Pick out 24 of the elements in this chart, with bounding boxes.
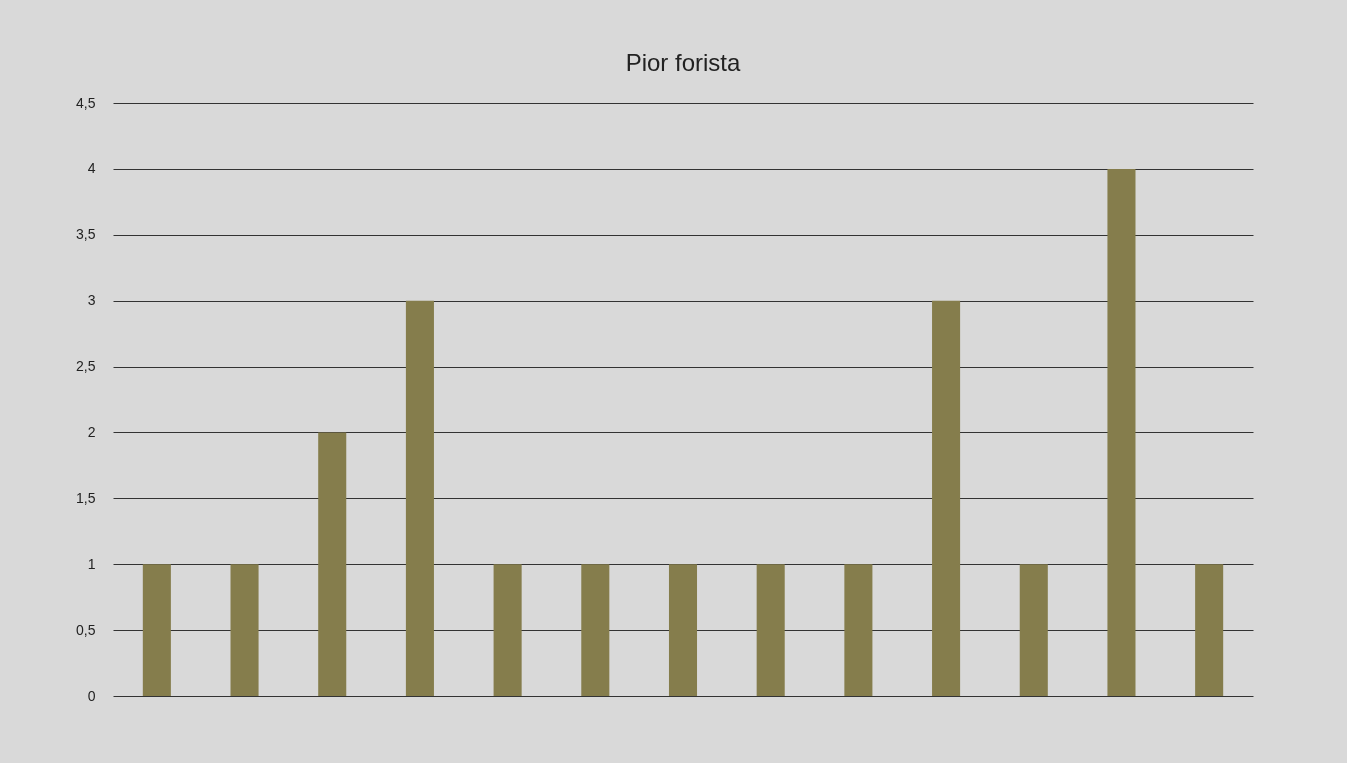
- bar: [493, 564, 522, 696]
- y-tick-label: 2: [87, 423, 96, 440]
- y-tick-label: 2,5: [76, 358, 96, 375]
- y-tick-label: 0,5: [76, 621, 96, 638]
- bar: [932, 300, 961, 696]
- y-tick-label: 3: [87, 292, 96, 309]
- bar: [142, 564, 171, 696]
- bar: [230, 564, 259, 696]
- bar: [405, 300, 434, 696]
- bar: [318, 432, 347, 696]
- bar: [756, 564, 785, 696]
- bar: [1107, 168, 1136, 696]
- y-tick-label: 1: [87, 555, 96, 572]
- y-tick-label: 3,5: [76, 226, 96, 243]
- y-tick-label: 4,5: [76, 94, 96, 111]
- bar: [844, 564, 873, 696]
- bar: [1019, 564, 1048, 696]
- bar: [581, 564, 610, 696]
- y-tick-label: 4: [87, 160, 96, 177]
- y-tick-label: 1,5: [76, 489, 96, 506]
- bar: [1195, 564, 1224, 696]
- y-tick-label: 0: [87, 687, 96, 704]
- chart-title: Pior forista: [625, 49, 741, 76]
- bar: [668, 564, 698, 696]
